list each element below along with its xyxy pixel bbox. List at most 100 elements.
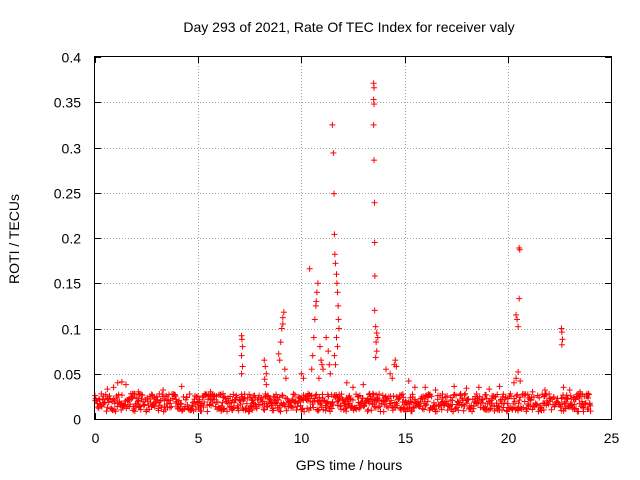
y-tick-label: 0.15 bbox=[54, 276, 81, 292]
data-point bbox=[335, 316, 342, 323]
data-point bbox=[334, 343, 341, 350]
data-point-baseline bbox=[235, 407, 242, 414]
data-point bbox=[373, 339, 380, 346]
data-marks bbox=[92, 80, 594, 415]
data-point-baseline bbox=[310, 404, 317, 411]
data-point bbox=[383, 366, 390, 373]
data-point-baseline bbox=[486, 406, 493, 413]
data-point-baseline bbox=[266, 395, 273, 402]
data-point-baseline bbox=[100, 400, 107, 407]
grid-layer bbox=[95, 57, 611, 419]
data-point bbox=[332, 361, 339, 368]
data-point-baseline bbox=[186, 391, 193, 398]
data-point bbox=[308, 366, 315, 373]
data-point-baseline bbox=[172, 393, 179, 400]
data-point bbox=[261, 376, 268, 383]
data-point-baseline bbox=[114, 395, 121, 402]
data-point bbox=[298, 370, 305, 377]
data-point-baseline bbox=[439, 391, 446, 398]
data-point-baseline bbox=[220, 406, 227, 413]
data-point-baseline bbox=[237, 401, 244, 408]
data-point bbox=[135, 388, 142, 395]
data-point-baseline bbox=[546, 395, 553, 402]
data-point bbox=[513, 311, 520, 318]
data-point-baseline bbox=[137, 403, 144, 410]
data-point-baseline bbox=[500, 391, 507, 398]
data-point bbox=[529, 388, 536, 395]
data-point-baseline bbox=[360, 403, 367, 410]
data-point bbox=[282, 375, 289, 382]
data-point bbox=[313, 289, 320, 296]
data-point-baseline bbox=[283, 407, 290, 414]
plot-frame bbox=[94, 56, 612, 420]
data-point-baseline bbox=[380, 408, 387, 415]
data-point-baseline bbox=[455, 407, 462, 414]
data-point-baseline bbox=[317, 400, 324, 407]
data-point bbox=[585, 390, 592, 397]
data-point-baseline bbox=[265, 393, 272, 400]
data-point-baseline bbox=[575, 408, 582, 415]
data-point-baseline bbox=[202, 392, 209, 399]
data-point bbox=[313, 298, 320, 305]
data-point-baseline bbox=[586, 400, 593, 407]
data-point-baseline bbox=[346, 395, 353, 402]
data-point-baseline bbox=[422, 402, 429, 409]
data-point-baseline bbox=[587, 408, 594, 415]
data-point-baseline bbox=[153, 400, 160, 407]
data-point-baseline bbox=[118, 392, 125, 399]
data-point-baseline bbox=[225, 398, 232, 405]
data-point bbox=[331, 251, 338, 258]
data-point-baseline bbox=[127, 401, 134, 408]
data-point-baseline bbox=[558, 395, 565, 402]
data-point-baseline bbox=[163, 401, 170, 408]
data-point bbox=[463, 385, 470, 392]
data-point-baseline bbox=[376, 390, 383, 397]
data-point bbox=[320, 366, 327, 373]
data-point bbox=[277, 339, 284, 346]
data-point bbox=[393, 363, 400, 370]
data-point-baseline bbox=[137, 406, 144, 413]
data-point-baseline bbox=[314, 407, 321, 414]
data-point bbox=[541, 387, 548, 394]
data-point bbox=[334, 289, 341, 296]
y-tick-label: 0.35 bbox=[54, 95, 81, 111]
data-point-baseline bbox=[371, 403, 378, 410]
data-point-baseline bbox=[277, 408, 284, 415]
data-point bbox=[300, 375, 307, 382]
data-point-baseline bbox=[587, 402, 594, 409]
data-point-baseline bbox=[536, 394, 543, 401]
data-point bbox=[577, 388, 584, 395]
data-point-baseline bbox=[295, 399, 302, 406]
data-point-baseline bbox=[175, 397, 182, 404]
data-point bbox=[558, 341, 565, 348]
data-point-baseline bbox=[322, 407, 329, 414]
data-point bbox=[496, 383, 503, 390]
data-point bbox=[515, 323, 522, 330]
y-tick-label: 0.05 bbox=[54, 367, 81, 383]
data-point bbox=[373, 348, 380, 355]
y-tick-label: 0 bbox=[73, 412, 81, 428]
data-point bbox=[558, 329, 565, 336]
data-point-baseline bbox=[537, 404, 544, 411]
data-point-baseline bbox=[135, 397, 142, 404]
data-point-baseline bbox=[177, 400, 184, 407]
data-point-baseline bbox=[508, 405, 515, 412]
data-point-baseline bbox=[524, 405, 531, 412]
data-point-baseline bbox=[388, 397, 395, 404]
data-point-baseline bbox=[473, 390, 480, 397]
data-point-baseline bbox=[513, 392, 520, 399]
data-point-baseline bbox=[318, 398, 325, 405]
data-point-baseline bbox=[246, 408, 253, 415]
data-point-baseline bbox=[478, 396, 485, 403]
data-point bbox=[104, 386, 111, 393]
data-point bbox=[371, 101, 378, 108]
data-point-baseline bbox=[470, 403, 477, 410]
data-point-baseline bbox=[196, 396, 203, 403]
data-point bbox=[275, 350, 282, 357]
x-tick-label: 25 bbox=[604, 430, 620, 446]
data-point bbox=[331, 190, 338, 197]
data-point-baseline bbox=[389, 407, 396, 414]
data-point-baseline bbox=[261, 406, 268, 413]
data-point-baseline bbox=[264, 392, 271, 399]
y-tick-label: 0.3 bbox=[62, 141, 82, 157]
